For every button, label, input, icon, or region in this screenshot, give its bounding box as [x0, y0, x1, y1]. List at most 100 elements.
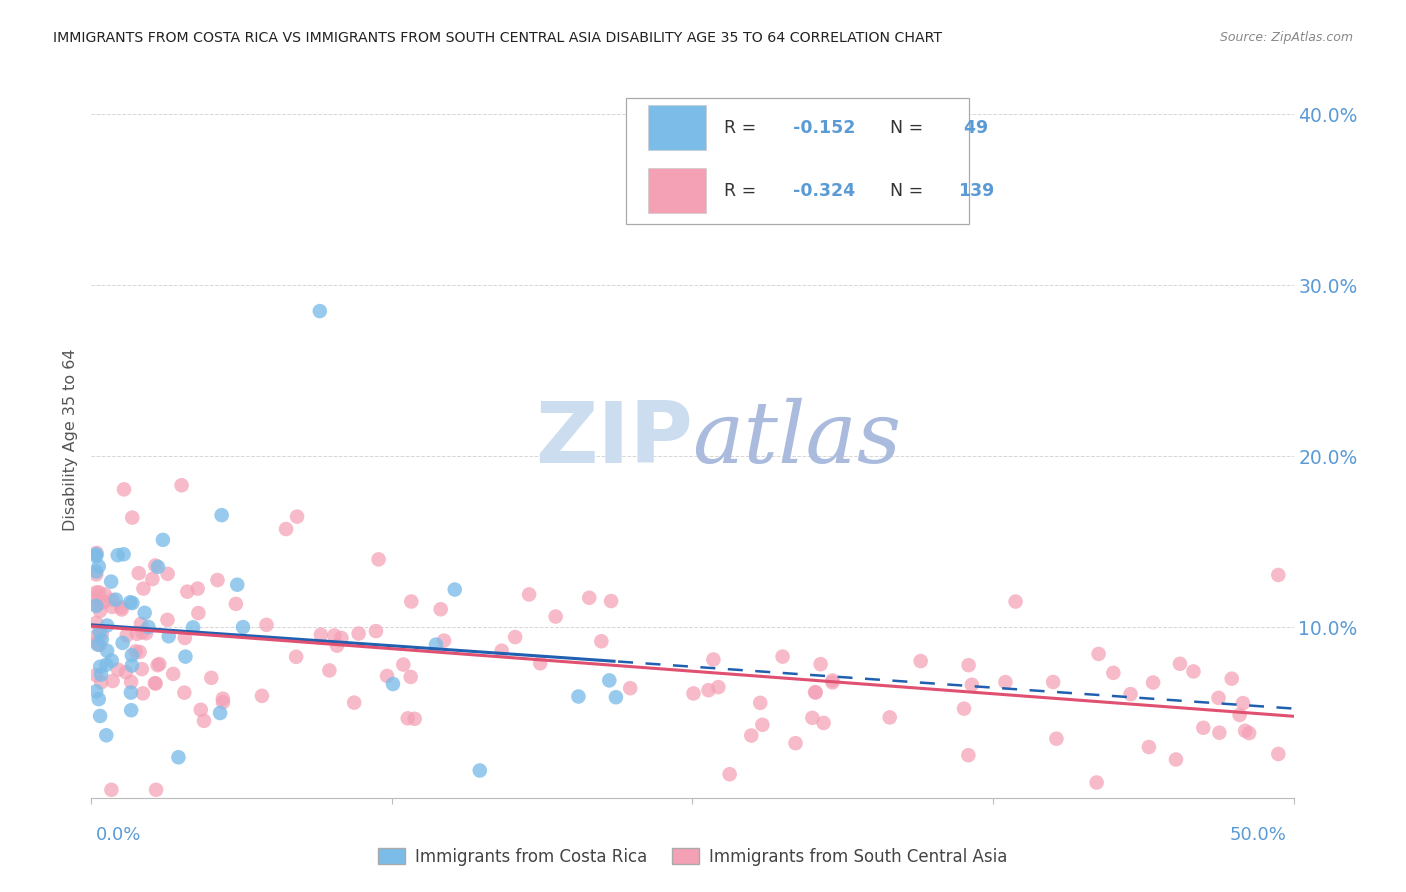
Point — [138, 620, 160, 634]
Point — [174, 649, 197, 664]
Point — [740, 729, 762, 743]
Point — [100, 782, 122, 797]
Point — [821, 673, 844, 688]
Point — [84, 567, 107, 582]
Point — [115, 665, 138, 680]
Point — [89, 709, 111, 723]
Point — [131, 662, 153, 676]
Point — [145, 782, 167, 797]
Point — [190, 703, 212, 717]
Point — [1229, 708, 1251, 723]
FancyBboxPatch shape — [626, 98, 969, 224]
Point — [718, 767, 741, 781]
Point — [193, 714, 215, 728]
Point — [156, 566, 179, 581]
Point — [367, 552, 389, 566]
Point — [176, 584, 198, 599]
Point — [156, 613, 179, 627]
Point — [120, 595, 142, 609]
Point — [111, 636, 134, 650]
Point — [1137, 739, 1160, 754]
Point — [702, 652, 724, 666]
Point — [1232, 696, 1254, 710]
Point — [250, 689, 273, 703]
Point — [813, 715, 835, 730]
Point — [121, 648, 143, 662]
Point — [107, 663, 129, 677]
Point — [953, 701, 976, 715]
Point — [148, 657, 170, 671]
Point — [707, 680, 730, 694]
Point — [87, 638, 110, 652]
Point — [170, 478, 193, 492]
Point — [101, 593, 124, 607]
Point — [751, 718, 773, 732]
Point — [84, 585, 107, 599]
Point — [125, 626, 148, 640]
Point — [84, 549, 107, 563]
Text: ZIP: ZIP — [534, 398, 692, 481]
Bar — [648, 169, 706, 213]
Text: 139: 139 — [957, 181, 994, 200]
Text: 49: 49 — [957, 119, 988, 136]
Point — [101, 599, 124, 614]
Point — [1208, 725, 1230, 739]
Point — [87, 559, 110, 574]
Point — [209, 706, 232, 720]
Point — [619, 681, 641, 696]
Point — [120, 703, 142, 717]
Point — [181, 620, 204, 634]
Point — [749, 696, 772, 710]
Point — [1234, 723, 1257, 738]
Point — [211, 508, 233, 523]
Point — [128, 645, 150, 659]
Point — [318, 664, 340, 678]
Point — [401, 594, 423, 608]
Point — [274, 522, 297, 536]
Point — [1182, 665, 1205, 679]
Point — [129, 616, 152, 631]
Point — [1267, 747, 1289, 761]
Point — [96, 657, 118, 672]
Point — [544, 609, 567, 624]
Point — [425, 638, 447, 652]
Point — [1004, 594, 1026, 608]
Point — [404, 712, 426, 726]
Text: 50.0%: 50.0% — [1230, 826, 1286, 844]
Point — [121, 596, 143, 610]
Point — [187, 582, 209, 596]
Point — [132, 582, 155, 596]
Point — [468, 764, 491, 778]
Point — [232, 620, 254, 634]
Point — [107, 548, 129, 562]
Point — [131, 625, 153, 640]
Point — [309, 628, 332, 642]
Point — [957, 658, 980, 673]
Point — [87, 585, 110, 599]
Point — [135, 626, 157, 640]
Point — [1208, 690, 1230, 705]
Point — [90, 667, 112, 681]
Point — [598, 673, 620, 688]
Point — [1220, 672, 1243, 686]
Point — [821, 675, 844, 690]
Point — [84, 636, 107, 650]
Point — [1142, 675, 1164, 690]
Point — [364, 624, 387, 639]
Point — [111, 602, 134, 616]
Point — [141, 572, 163, 586]
Point — [146, 658, 169, 673]
Point — [330, 631, 353, 645]
Point — [1045, 731, 1067, 746]
Point — [326, 639, 349, 653]
Point — [96, 728, 118, 742]
Point — [1087, 647, 1109, 661]
Point — [697, 683, 720, 698]
Point — [143, 558, 166, 573]
Point — [84, 547, 107, 561]
Point — [84, 565, 107, 579]
Point — [157, 629, 180, 643]
Point — [600, 594, 623, 608]
Point — [90, 675, 112, 690]
Point — [121, 658, 143, 673]
